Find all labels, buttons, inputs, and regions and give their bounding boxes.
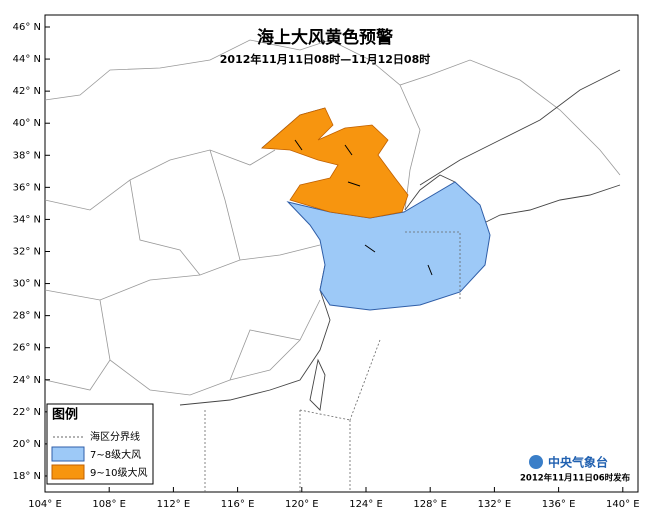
lon-label: 116° E xyxy=(221,499,255,510)
lon-label: 108° E xyxy=(92,499,126,510)
borders xyxy=(44,39,621,396)
subtitle: 2012年11月11日08时—11月12日08时 xyxy=(220,52,430,66)
lat-label: 44° N xyxy=(13,54,41,65)
lon-label: 136° E xyxy=(542,499,576,510)
legend-item: 海区分界线 xyxy=(90,430,140,443)
lat-label: 34° N xyxy=(13,214,41,225)
lat-label: 20° N xyxy=(13,439,41,450)
legend-item: 7~8级大风 xyxy=(90,448,141,461)
wind-barbs xyxy=(294,139,433,276)
lat-label: 18° N xyxy=(13,471,41,482)
lon-label: 124° E xyxy=(349,499,383,510)
lon-label: 128° E xyxy=(413,499,447,510)
lat-label: 42° N xyxy=(13,86,41,97)
sea-boundaries xyxy=(204,231,461,492)
lat-labels: 46° N 44° N 42° N 40° N 38° N 36° N 34° N 32° N… xyxy=(13,22,50,482)
logo-icon xyxy=(529,455,543,469)
lat-label: 26° N xyxy=(13,343,41,354)
agency: 中央气象台 xyxy=(548,455,608,470)
legend-swatch xyxy=(51,446,85,462)
legend-title: 图例 xyxy=(52,407,78,423)
lon-labels: 104° E 108° E 112° E 116° E 120° E 124° E 128°… xyxy=(28,487,640,510)
lat-label: 30° N xyxy=(13,279,41,290)
lat-label: 40° N xyxy=(13,118,41,129)
lat-label: 46° N xyxy=(13,22,41,33)
lon-label: 120° E xyxy=(285,499,319,510)
lat-label: 32° N xyxy=(13,246,41,257)
gale-area-9-10 xyxy=(261,107,409,219)
lat-label: 22° N xyxy=(13,407,41,418)
lon-label: 140° E xyxy=(606,499,640,510)
issued-time: 2012年11月11日06时发布 xyxy=(520,473,631,484)
lat-label: 36° N xyxy=(13,182,41,193)
lat-label: 28° N xyxy=(13,311,41,322)
lat-label: 24° N xyxy=(13,375,41,386)
lon-label: 112° E xyxy=(157,499,191,510)
lon-label: 104° E xyxy=(28,499,62,510)
legend: 图例 海区分界线 7~8级大风 9~10级大风 xyxy=(46,403,154,485)
title: 海上大风黄色预警 xyxy=(257,27,393,48)
lon-label: 132° E xyxy=(478,499,512,510)
legend-swatch xyxy=(51,464,85,480)
legend-item: 9~10级大风 xyxy=(90,466,147,479)
lat-label: 38° N xyxy=(13,150,41,161)
